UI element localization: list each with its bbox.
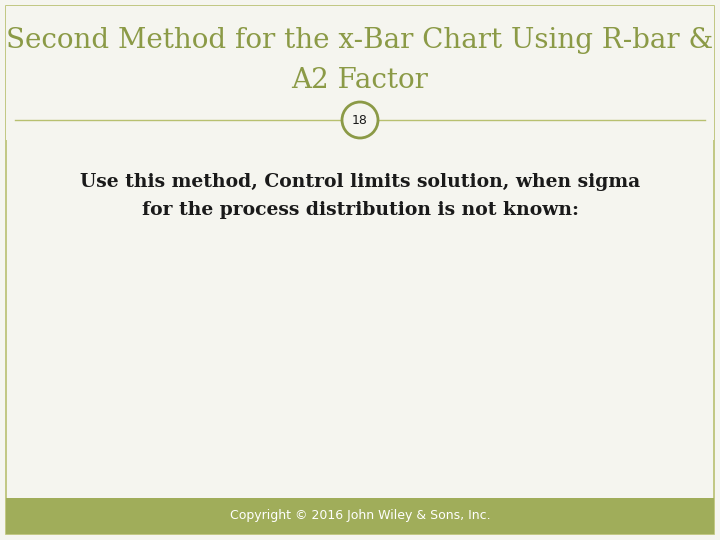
Text: A2 Factor: A2 Factor <box>292 66 428 93</box>
Bar <box>6 6 714 140</box>
Text: Second Method for the x-Bar Chart Using R-bar &: Second Method for the x-Bar Chart Using … <box>6 26 714 53</box>
Bar <box>6 498 714 534</box>
Circle shape <box>342 102 378 138</box>
Text: for the process distribution is not known:: for the process distribution is not know… <box>142 201 578 219</box>
Text: Use this method, Control limits solution, when sigma: Use this method, Control limits solution… <box>80 173 640 191</box>
Text: Copyright © 2016 John Wiley & Sons, Inc.: Copyright © 2016 John Wiley & Sons, Inc. <box>230 510 490 523</box>
Text: 18: 18 <box>352 113 368 126</box>
